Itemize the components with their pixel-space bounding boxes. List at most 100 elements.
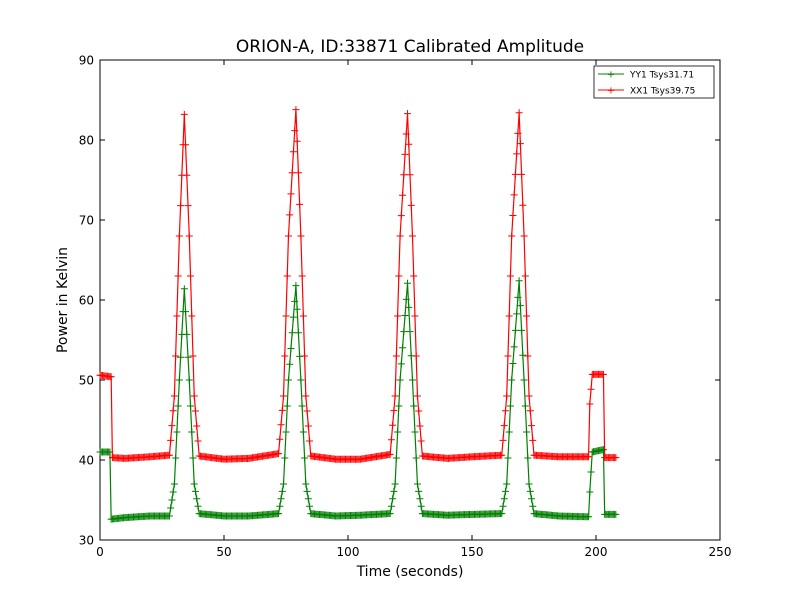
series-0-point-348: [528, 495, 536, 503]
series-1-point-330: [505, 312, 513, 320]
series-0-point-150: [282, 428, 290, 436]
series-1-point-62: [173, 312, 181, 320]
series-1-point-72: [185, 232, 193, 240]
series-1-point-77: [191, 407, 199, 415]
series-1-point-76: [190, 392, 198, 400]
series-1-point-251: [407, 201, 415, 209]
series-0-point-241: [395, 402, 403, 410]
series-0-point-59: [169, 488, 177, 496]
series-0-point-235: [387, 502, 395, 510]
x-axis-label: Time (seconds): [356, 564, 464, 580]
series-0-point-253: [410, 402, 418, 410]
series-0-point-168: [304, 495, 312, 503]
series-0-point-343: [521, 402, 529, 410]
series-0-point-160: [294, 329, 302, 337]
y-tick-label-2: 50: [79, 374, 94, 388]
series-1-point-344: [523, 312, 531, 320]
series-1-point-74: [188, 312, 196, 320]
series-1-point-71: [184, 202, 192, 210]
series-0-point-337: [514, 293, 522, 301]
series-1-point-69: [182, 141, 190, 149]
series-1-point-165: [301, 352, 309, 360]
series-0-point-74: [188, 428, 196, 436]
series-0-point-234: [386, 510, 394, 518]
series-0-point-246: [401, 311, 409, 319]
series-0-point-340: [518, 326, 526, 334]
series-1-point-395: [586, 400, 594, 408]
series-1-point-149: [281, 352, 289, 360]
series-0-point-325: [499, 502, 507, 510]
series-0-point-69: [182, 308, 190, 316]
x-tick-label-0: 0: [96, 545, 104, 559]
series-1-point-253: [410, 272, 418, 280]
series-0-point-334: [510, 343, 518, 351]
series-1-point-154: [287, 190, 295, 198]
series-0-point-242: [396, 376, 404, 384]
series-1-point-160: [294, 169, 302, 177]
legend-box: [593, 65, 715, 99]
series-0-point-148: [280, 480, 288, 488]
series-1-point-249: [405, 140, 413, 148]
series-0-point-157: [291, 297, 299, 305]
y-tick-label-3: 60: [79, 294, 94, 308]
series-0-point-68: [180, 285, 188, 293]
y-tick-label-6: 90: [79, 54, 94, 68]
series-1-point-167: [303, 407, 311, 415]
series-0-point-145: [276, 502, 284, 510]
series-1-point-162: [297, 232, 305, 240]
series-0-point-164: [299, 428, 307, 436]
series-1-point-326: [500, 422, 508, 430]
series-0-point-243: [397, 360, 405, 368]
series-1-point-155: [288, 169, 296, 177]
series-0-point-159: [293, 305, 301, 313]
series-1-point-234: [386, 450, 394, 458]
series-0-point-152: [284, 376, 292, 384]
series-1-point-252: [408, 232, 416, 240]
x-tick-label-1: 50: [216, 545, 231, 559]
series-1-point-65: [177, 202, 185, 210]
series-0-point-239: [392, 454, 400, 462]
x-tick-label-5: 250: [709, 545, 732, 559]
y-tick-label-1: 40: [79, 454, 94, 468]
series-0-point-76: [190, 480, 198, 488]
series-1-point-245: [400, 171, 408, 179]
legend-label-yy1: YY1 Tsys31.71: [629, 71, 694, 81]
series-0-point-63: [174, 402, 182, 410]
series-0-point-169: [306, 502, 314, 510]
series-0-point-395: [586, 488, 594, 496]
series-1-point-238: [391, 392, 399, 400]
series-1-point-336: [513, 150, 521, 158]
series-0-point-258: [416, 495, 424, 503]
series-1-point-329: [504, 352, 512, 360]
series-0-point-259: [417, 502, 425, 510]
series-0-point-154: [287, 345, 295, 353]
series-1-point-241: [395, 272, 403, 280]
series-0-point-58: [168, 496, 176, 504]
series-1-point-144: [275, 450, 283, 458]
series-1-point-164: [299, 312, 307, 320]
series-1: [96, 106, 620, 463]
series-1-point-70: [183, 171, 191, 179]
series-1-point-152: [284, 232, 292, 240]
series-0-point-73: [187, 402, 195, 410]
series-1-point-157: [291, 127, 299, 135]
legend-label-xx1: XX1 Tsys39.75: [630, 87, 695, 97]
series-0-point-341: [519, 351, 527, 359]
series-1-point-340: [518, 170, 526, 178]
series-1-point-337: [514, 129, 522, 137]
series-0-point-238: [391, 480, 399, 488]
series-1-point-324: [498, 451, 506, 459]
series-0-point-328: [503, 480, 511, 488]
series-1-point-347: [526, 407, 534, 415]
series-0-point-332: [508, 376, 516, 384]
series-0-point-56: [165, 512, 173, 520]
series-0-point-248: [404, 279, 412, 287]
series-1-point-153: [286, 211, 294, 219]
series-1-point-346: [525, 392, 533, 400]
series-1-point-73: [187, 272, 195, 280]
series-1-point-166: [302, 392, 310, 400]
series-0-point-406: [599, 446, 607, 454]
series-0-point-78: [193, 495, 201, 503]
series-0-point-236: [389, 495, 397, 503]
series-1-point-168: [304, 422, 312, 430]
